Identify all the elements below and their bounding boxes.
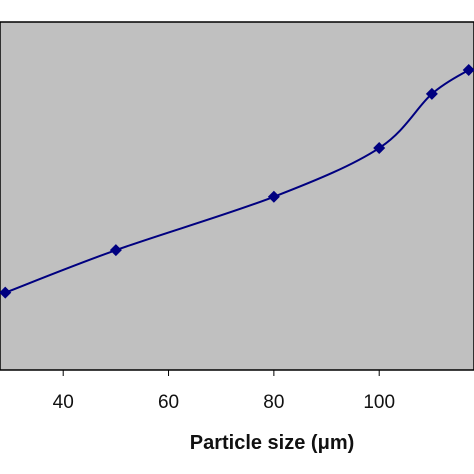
x-axis-title: Particle size (μm) — [190, 432, 355, 454]
data-point-marker — [109, 244, 122, 257]
plot-area — [0, 21, 474, 371]
x-tick-label: 60 — [158, 392, 179, 413]
data-point-marker — [267, 190, 280, 203]
data-point-marker — [462, 63, 474, 76]
series-layer — [0, 63, 474, 299]
x-tick-label: 40 — [53, 392, 74, 413]
x-tick-label: 100 — [363, 392, 395, 413]
x-axis: 40 60 80 100 — [53, 370, 395, 413]
data-point-marker — [373, 142, 386, 155]
x-tick-label: 80 — [263, 392, 284, 413]
data-point-marker — [0, 286, 12, 299]
data-point-marker — [425, 87, 438, 100]
